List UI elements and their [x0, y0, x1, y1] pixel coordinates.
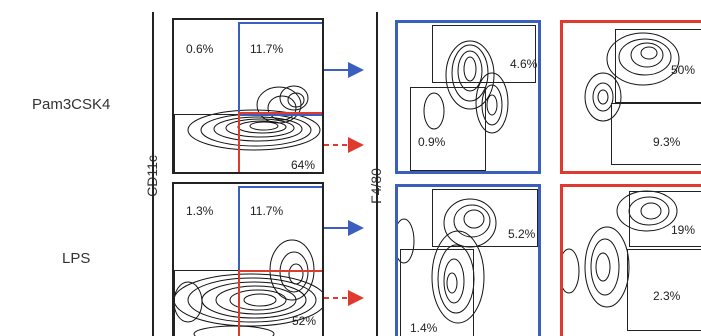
plot-cd11c-pam3csk4: 0.6% 11.7% 64%	[172, 18, 324, 174]
pct-right-bottom: 52%	[292, 314, 317, 328]
pct-right-bottom: 64%	[291, 158, 316, 172]
pct-left-top: 1.3%	[186, 204, 214, 218]
gate-lower	[410, 87, 486, 171]
gate-upper	[432, 189, 538, 247]
pct-right-top: 11.7%	[250, 42, 284, 56]
gate-lower	[611, 103, 701, 165]
contour-plot	[398, 198, 497, 324]
gate-blue	[238, 22, 322, 116]
plot-f480-red-pam3csk4: 50% 9.3%	[560, 20, 701, 174]
pct-lower: 0.9%	[418, 135, 446, 149]
gate-upper	[629, 191, 701, 247]
pct-lower: 1.4%	[410, 321, 438, 335]
pct-upper: 5.2%	[508, 227, 536, 241]
gate-upper	[432, 25, 536, 83]
row-label-lps: LPS	[62, 250, 91, 267]
row-label-pam3csk4: Pam3CSK4	[32, 96, 111, 113]
pct-lower: 2.3%	[653, 289, 681, 303]
axis-line-middle	[376, 12, 378, 336]
pct-right-top: 11.7%	[250, 204, 284, 218]
plot-cd11c-lps: 1.3% 11.7% 52%	[172, 182, 324, 336]
pct-left-top: 0.6%	[186, 42, 214, 56]
plot-f480-red-lps: 19% 2.3%	[560, 184, 701, 336]
plot-f480-blue-lps: 5.2% 1.4%	[395, 184, 541, 336]
gate-lower	[400, 249, 474, 336]
gate-lower	[627, 249, 701, 331]
plot-f480-blue-pam3csk4: 4.6% 0.9%	[395, 20, 541, 174]
pct-upper: 50%	[671, 63, 696, 77]
gate-red	[238, 112, 322, 172]
contour-plot	[584, 32, 680, 122]
contour-plot	[423, 40, 509, 134]
pct-upper: 19%	[671, 223, 696, 237]
pct-lower: 9.3%	[653, 135, 681, 149]
gate-red	[238, 270, 322, 336]
pct-upper: 4.6%	[510, 57, 538, 71]
gate-upper	[615, 29, 701, 103]
axis-line-left	[152, 12, 154, 336]
